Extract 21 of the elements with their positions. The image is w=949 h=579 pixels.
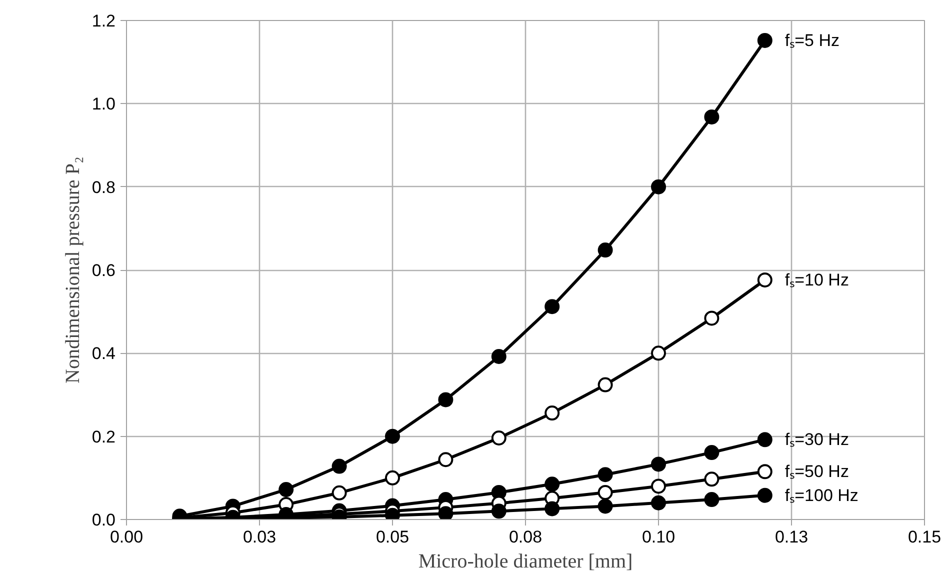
x-tick-label: 0.00	[110, 528, 144, 546]
series-label: fₛ=10 Hz	[784, 270, 849, 290]
x-tick-label: 0.10	[642, 528, 676, 546]
x-tick-label: 0.05	[376, 528, 410, 546]
y-tick-label: 1.0	[92, 94, 116, 114]
x-tick-label: 0.13	[774, 528, 808, 546]
y-tick-label: 0.4	[92, 344, 116, 364]
x-tick-label: 0.03	[242, 528, 276, 546]
series-label: fₛ=5 Hz	[784, 30, 840, 50]
x-axis-title: Micro-hole diameter [mm]	[418, 550, 633, 572]
y-tick-label: 0.6	[92, 261, 116, 280]
y-tick-label: 1.2	[92, 12, 116, 30]
y-tick-label: 0.2	[92, 427, 116, 446]
y-axis-title: Nondimensional pressure P₂	[62, 156, 84, 384]
y-tick-label: 0.0	[92, 510, 116, 530]
x-tick-label: 0.15	[908, 528, 942, 546]
series-label: fₛ=100 Hz	[784, 486, 858, 505]
series-label: fₛ=30 Hz	[784, 430, 849, 450]
y-tick-label: 0.8	[92, 178, 116, 197]
series-label: fₛ=50 Hz	[784, 462, 849, 482]
x-tick-label: 0.08	[508, 528, 542, 546]
